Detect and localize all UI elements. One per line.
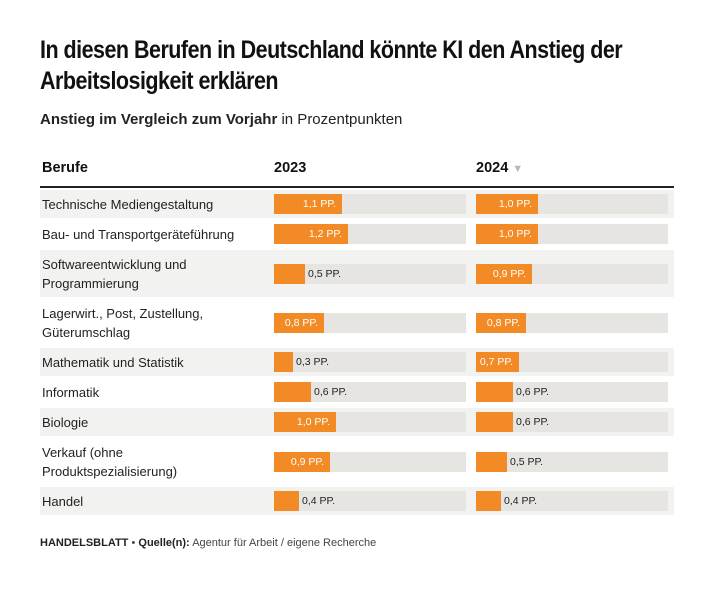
- bar-2023[interactable]: [274, 352, 293, 372]
- bar-2023[interactable]: [274, 382, 311, 402]
- data-label: 0,5 PP.: [308, 268, 342, 280]
- bar-track: 0,4 PP.: [274, 491, 466, 511]
- bar-2023[interactable]: [274, 313, 324, 333]
- table-row: Mathematik und Statistik 0,3 PP. 0,7 PP.: [40, 348, 674, 376]
- bar-track: 0,5 PP.: [274, 264, 466, 284]
- table-row: Biologie 1,0 PP. 0,6 PP.: [40, 408, 674, 436]
- data-label: 1,0 PP.: [498, 228, 532, 240]
- category-label: Bau- und Transportgeräteführung: [42, 227, 235, 242]
- bar-track: 0,6 PP.: [476, 412, 668, 432]
- bar-track: 0,5 PP.: [476, 452, 668, 472]
- data-label: 0,4 PP.: [302, 495, 336, 507]
- bar-track: 1,0 PP.: [476, 224, 668, 244]
- subtitle-bold: Anstieg im Vergleich zum Vorjahr: [40, 111, 278, 128]
- category-label: Verkauf (ohne Produktspezialisierung): [42, 445, 178, 479]
- category-label: Technische Mediengestaltung: [42, 197, 214, 212]
- bar-track: 0,8 PP.: [476, 313, 668, 333]
- data-label: 0,7 PP.: [479, 356, 513, 368]
- bar-track: 0,9 PP.: [274, 452, 466, 472]
- data-label: 1,1 PP.: [302, 198, 336, 210]
- bar-2024[interactable]: [476, 491, 501, 511]
- bar-2024[interactable]: [476, 194, 538, 214]
- category-label: Informatik: [42, 385, 100, 400]
- chart-title: In diesen Berufen in Deutschland könnte …: [40, 36, 623, 95]
- footer-source-label: Quelle(n):: [138, 537, 190, 549]
- table-row: Bau- und Transportgeräteführung 1,2 PP. 1,…: [40, 220, 674, 248]
- data-label: 0,8 PP.: [486, 317, 520, 329]
- table-row: Technische Mediengestaltung 1,1 PP. 1,0 PP…: [40, 190, 674, 218]
- category-label: Softwareentwicklung und Programmierung: [42, 257, 187, 291]
- category-label: Biologie: [42, 415, 89, 430]
- bar-track: 0,6 PP.: [274, 382, 466, 402]
- data-label: 0,6 PP.: [516, 416, 550, 428]
- data-label: 0,4 PP.: [504, 495, 538, 507]
- subtitle-unit: in Prozentpunkten: [281, 111, 403, 128]
- table-row: Softwareentwicklung und Programmierung 0,…: [40, 250, 674, 297]
- bar-2024[interactable]: [476, 382, 513, 402]
- category-label: Lagerwirt., Post, Zustellung, Güterumsch…: [42, 306, 204, 340]
- bar-track: 1,0 PP.: [274, 412, 466, 432]
- data-label: 1,2 PP.: [308, 228, 342, 240]
- bar-track: 0,8 PP.: [274, 313, 466, 333]
- bar-2024[interactable]: [476, 224, 538, 244]
- bar-2023[interactable]: [274, 264, 305, 284]
- footer: HANDELSBLATT • Quelle(n): Agentur für Ar…: [40, 537, 376, 549]
- data-label: 0,6 PP.: [314, 386, 348, 398]
- table-row: Informatik 0,6 PP. 0,6 PP.: [40, 378, 674, 406]
- bar-2024[interactable]: [476, 264, 532, 284]
- bar-track: 0,4 PP.: [476, 491, 668, 511]
- footer-separator: •: [131, 537, 136, 549]
- data-label: 0,9 PP.: [290, 456, 324, 468]
- data-label: 0,5 PP.: [510, 456, 544, 468]
- table-row: Lagerwirt., Post, Zustellung, Güterumsch…: [40, 299, 674, 346]
- category-label: Mathematik und Statistik: [42, 355, 184, 370]
- column-header-2024[interactable]: 2024 ▼: [476, 160, 523, 176]
- footer-brand: HANDELSBLATT: [40, 537, 129, 549]
- bar-track: 1,1 PP.: [274, 194, 466, 214]
- bar-track: 1,2 PP.: [274, 224, 466, 244]
- bar-track: 0,7 PP.: [476, 352, 668, 372]
- bar-2024[interactable]: [476, 452, 507, 472]
- bar-track: 1,0 PP.: [476, 194, 668, 214]
- bar-2024[interactable]: [476, 352, 519, 372]
- chart-subtitle: Anstieg im Vergleich zum Vorjahr in Proz…: [40, 111, 402, 128]
- column-header-categories: Berufe: [42, 160, 88, 176]
- bar-2023[interactable]: [274, 412, 336, 432]
- bar-2023[interactable]: [274, 452, 330, 472]
- header-rule: [40, 186, 674, 188]
- column-header-2023-label: 2023: [274, 160, 307, 176]
- bar-track: 0,3 PP.: [274, 352, 466, 372]
- footer-source-text: Agentur für Arbeit / eigene Recherche: [192, 537, 377, 549]
- bar-2023[interactable]: [274, 224, 348, 244]
- bar-track: 0,6 PP.: [476, 382, 668, 402]
- table-row: Handel 0,4 PP. 0,4 PP.: [40, 487, 674, 515]
- category-label: Handel: [42, 494, 84, 509]
- bar-2024[interactable]: [476, 313, 526, 333]
- column-header-2023[interactable]: 2023: [274, 160, 306, 176]
- data-label: 0,9 PP.: [492, 268, 526, 280]
- table-row: Verkauf (ohne Produktspezialisierung) 0,9…: [40, 438, 674, 485]
- data-label: 1,0 PP.: [498, 198, 532, 210]
- bar-2024[interactable]: [476, 412, 513, 432]
- data-label: 0,3 PP.: [296, 356, 330, 368]
- data-label: 0,8 PP.: [284, 317, 318, 329]
- data-label: 0,6 PP.: [516, 386, 550, 398]
- sort-descending-icon[interactable]: ▼: [512, 163, 524, 175]
- data-label: 1,0 PP.: [296, 416, 330, 428]
- bar-2023[interactable]: [274, 194, 342, 214]
- bar-2023[interactable]: [274, 491, 299, 511]
- column-header-2024-label: 2024: [476, 160, 509, 176]
- bar-track: 0,9 PP.: [476, 264, 668, 284]
